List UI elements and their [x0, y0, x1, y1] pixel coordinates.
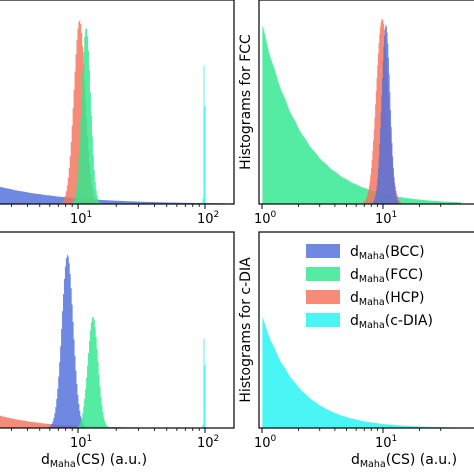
legend-swatch	[306, 244, 340, 258]
series-FCC	[259, 26, 461, 204]
plot-area	[259, 18, 461, 204]
x-axis-label: dMaha(CS) (a.u.)	[41, 452, 147, 470]
x-tick-label: 101	[375, 434, 397, 451]
x-tick-label: 101	[375, 210, 397, 227]
x-tick-label: 102	[197, 434, 219, 451]
plot-area	[0, 20, 234, 204]
histogram-c-DIA	[259, 317, 461, 428]
series-BCC	[0, 254, 234, 428]
histogram-BCC	[0, 186, 234, 204]
y-axis-label: Histograms for FCC	[238, 34, 254, 170]
panel-bottom-right: 100 101 Histograms for c-DIA	[238, 231, 474, 451]
plot-area	[0, 254, 234, 428]
legend-item-BCC: dMaha(BCC)	[306, 244, 425, 262]
series-c-DIA	[259, 317, 461, 428]
axes-frame	[258, 231, 474, 429]
x-tick-label: 102	[197, 210, 219, 227]
legend-swatch	[306, 267, 340, 281]
plot-area	[259, 317, 461, 428]
series-HCP	[259, 18, 461, 204]
axes-frame	[0, 231, 235, 429]
x-tick-label: 101	[70, 210, 92, 227]
series-BCC	[259, 24, 461, 204]
series-c-DIA	[0, 338, 234, 428]
x-tick-label: 101	[70, 434, 92, 451]
legend-label: dMaha(c-DIA)	[350, 313, 433, 331]
x-axis-label: dMaha(CS) (a.u.)	[351, 452, 457, 470]
histogram-c-DIA	[0, 65, 234, 204]
y-axis-label: Histograms for c-DIA	[238, 257, 254, 403]
legend-label: dMaha(BCC)	[350, 244, 425, 262]
legend-label: dMaha(HCP)	[350, 290, 424, 308]
legend-item-FCC: dMaha(FCC)	[306, 267, 423, 285]
histogram-BCC	[259, 24, 461, 204]
histogram-BCC	[0, 254, 234, 428]
histogram-HCP	[259, 18, 461, 204]
axes-frame	[0, 0, 235, 205]
axes-frame	[258, 0, 474, 205]
legend-item-c-DIA: dMaha(c-DIA)	[306, 313, 433, 331]
series-BCC	[0, 186, 234, 204]
histogram-c-DIA	[0, 338, 234, 428]
panel-top-right: 100 101 Histograms for FCC	[238, 0, 474, 227]
x-tick-label: 100	[254, 210, 277, 227]
legend-swatch	[306, 290, 340, 304]
legend: dMaha(BCC) dMaha(FCC) dMaha(HCP) dMaha(c-DI…	[306, 244, 433, 331]
panel-bottom-left: 101 102	[0, 231, 235, 451]
series-c-DIA	[0, 65, 234, 204]
legend-item-HCP: dMaha(HCP)	[306, 290, 424, 308]
panel-top-left: 101 102	[0, 0, 235, 227]
histogram-FCC	[259, 26, 461, 204]
x-tick-label: 100	[254, 434, 277, 451]
legend-label: dMaha(FCC)	[350, 267, 423, 285]
legend-swatch	[306, 313, 340, 327]
